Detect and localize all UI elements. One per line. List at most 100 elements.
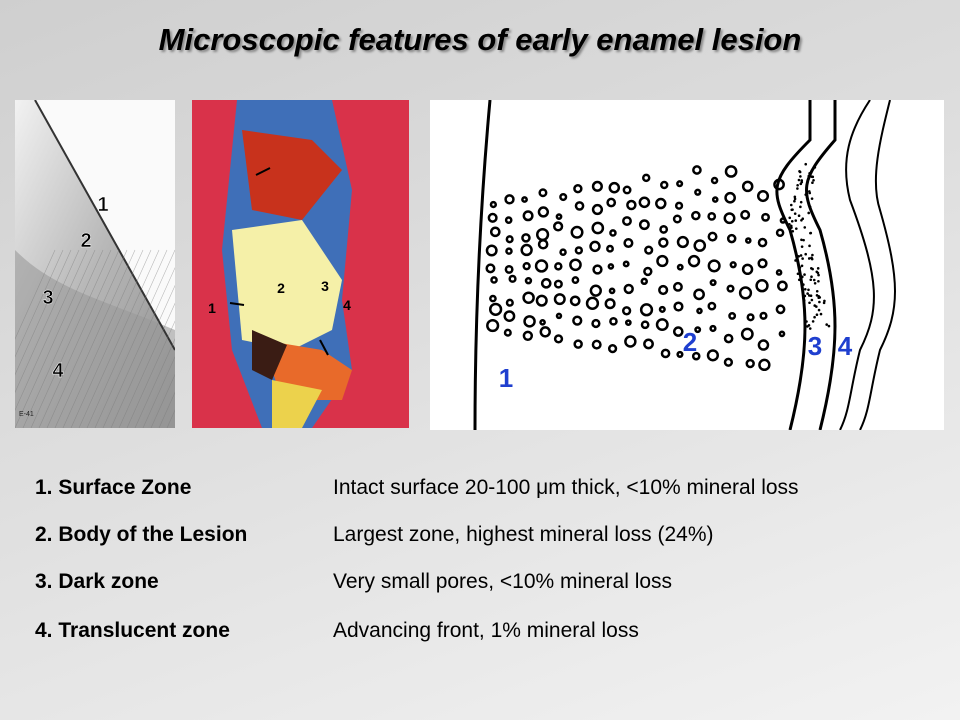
- decoration: [485, 263, 496, 274]
- decoration: [757, 339, 770, 351]
- decoration: [655, 197, 667, 210]
- decoration: [815, 289, 819, 293]
- decoration: [660, 348, 671, 359]
- decoration: [591, 221, 605, 235]
- decoration: [759, 311, 768, 320]
- decoration: [504, 264, 514, 274]
- decoration: [797, 214, 801, 218]
- decoration: [540, 278, 552, 289]
- decoration: [624, 335, 637, 348]
- decoration: [723, 212, 736, 225]
- decoration: [775, 228, 785, 238]
- decoration: [54, 249, 136, 428]
- decoration: [694, 188, 702, 196]
- decoration: [746, 313, 755, 322]
- decoration: [802, 238, 805, 242]
- decoration: [607, 263, 615, 270]
- decoration: [707, 212, 717, 221]
- decoration: [534, 259, 549, 273]
- decoration: [813, 315, 816, 319]
- decoration: [795, 227, 798, 230]
- decoration: [691, 351, 701, 361]
- decoration: [521, 233, 531, 243]
- decoration: [522, 261, 531, 271]
- decoration: [789, 203, 793, 207]
- decoration: [559, 248, 567, 256]
- decoration: [644, 245, 654, 255]
- decoration: [570, 225, 584, 239]
- decoration: [796, 183, 799, 187]
- decoration: [658, 305, 666, 313]
- decoration: [489, 200, 498, 209]
- decoration: [804, 252, 807, 256]
- decoration: [803, 294, 807, 298]
- decoration: [723, 357, 734, 367]
- decoration: [574, 201, 585, 211]
- decoration: [801, 257, 804, 260]
- decoration: [816, 267, 820, 270]
- decoration: [488, 302, 503, 317]
- decoration: [158, 391, 175, 428]
- decoration: [707, 259, 721, 273]
- decoration: [623, 237, 634, 249]
- decoration: [150, 373, 175, 428]
- decoration: [555, 312, 563, 320]
- decoration: [808, 205, 812, 209]
- decoration: [794, 219, 798, 222]
- decoration: [643, 266, 653, 277]
- decoration: [790, 219, 794, 223]
- decoration: [15, 249, 56, 340]
- decoration: [520, 243, 533, 257]
- decoration: [707, 231, 718, 242]
- decoration: [573, 339, 583, 349]
- decoration: [813, 282, 817, 285]
- zone-label: 3: [321, 278, 329, 294]
- decoration: [804, 162, 808, 166]
- micrograph-grey: 1 2 3 4 E-41: [15, 100, 175, 428]
- decoration: [691, 210, 701, 221]
- decoration: [808, 244, 811, 248]
- decoration: [676, 235, 689, 249]
- decoration: [676, 350, 684, 359]
- decoration: [572, 315, 583, 326]
- decoration: [658, 284, 669, 296]
- decoration: [622, 260, 630, 268]
- decoration: [559, 192, 568, 202]
- decoration: [524, 276, 533, 285]
- decoration: [504, 216, 513, 224]
- decoration: [638, 196, 651, 209]
- decoration: [740, 327, 754, 341]
- decoration: [788, 222, 791, 226]
- decoration: [800, 179, 804, 182]
- decoration: [808, 172, 811, 175]
- decoration: [693, 288, 705, 301]
- decoration: [485, 244, 498, 257]
- decoration: [724, 191, 736, 204]
- figure-code: E-41: [19, 411, 34, 418]
- decoration: [539, 318, 546, 326]
- decoration: [489, 294, 497, 303]
- decoration: [797, 178, 801, 182]
- decoration: [522, 330, 534, 341]
- decoration: [537, 238, 549, 250]
- decoration: [672, 214, 682, 224]
- decoration: [726, 284, 735, 293]
- decoration: [591, 203, 604, 216]
- decoration: [523, 315, 536, 328]
- decoration: [46, 249, 128, 428]
- decoration: [623, 283, 634, 295]
- decoration: [522, 291, 535, 304]
- decoration: [798, 169, 801, 173]
- decoration: [775, 304, 786, 315]
- decoration: [503, 328, 512, 337]
- zone-name: 3. Dark zone: [35, 570, 159, 593]
- decoration: [807, 324, 811, 327]
- decoration: [796, 272, 800, 276]
- decoration: [775, 269, 783, 276]
- decoration: [799, 182, 803, 186]
- decoration: [656, 254, 669, 268]
- decoration: [504, 194, 515, 205]
- decoration: [672, 326, 684, 337]
- decoration: [606, 197, 617, 208]
